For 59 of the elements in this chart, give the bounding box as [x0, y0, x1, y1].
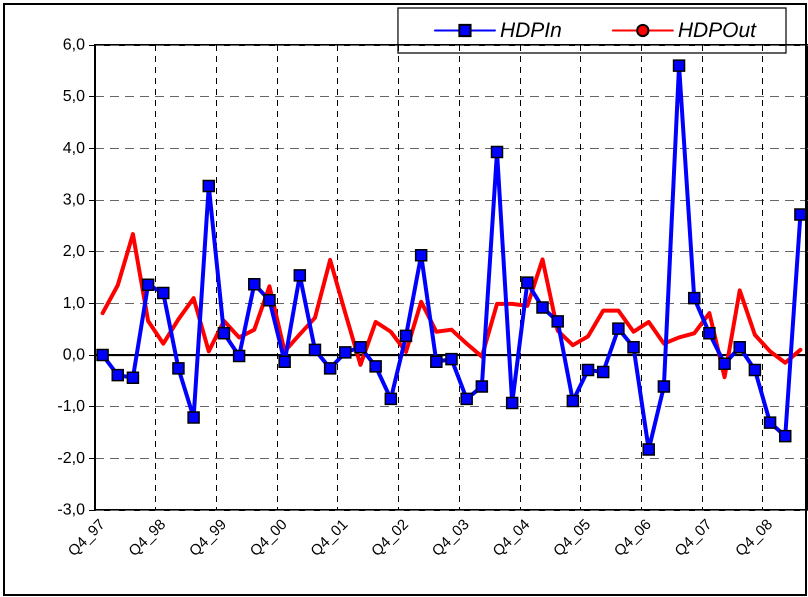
point	[202, 180, 216, 192]
point	[278, 355, 291, 368]
point	[294, 269, 306, 282]
point	[172, 362, 185, 375]
y-tick-label: 3,0	[62, 192, 86, 208]
point	[142, 278, 154, 291]
point	[506, 396, 518, 410]
point	[263, 294, 276, 306]
point	[672, 59, 686, 72]
point	[718, 358, 731, 370]
point	[324, 362, 336, 375]
legend-label: HDPIn	[500, 19, 562, 42]
point	[218, 327, 230, 340]
point	[248, 278, 261, 290]
point	[521, 276, 534, 289]
y-tick-label: 5,0	[62, 88, 86, 106]
point	[566, 394, 580, 408]
point	[369, 360, 382, 373]
point	[400, 330, 412, 342]
point	[445, 352, 458, 366]
line-series	[100, 232, 802, 380]
point	[339, 346, 352, 359]
point	[551, 315, 564, 328]
point	[126, 371, 140, 384]
point	[778, 430, 792, 442]
y-tick-label: 6,0	[62, 36, 86, 54]
point	[642, 443, 655, 456]
point	[232, 350, 246, 362]
point	[627, 341, 640, 354]
point	[748, 364, 762, 376]
point	[157, 286, 170, 300]
point	[476, 380, 488, 393]
point	[612, 322, 625, 335]
point	[460, 392, 473, 406]
point	[96, 348, 109, 362]
point	[733, 341, 746, 354]
point	[112, 368, 124, 382]
point	[384, 392, 398, 406]
y-tick-label: -1,0	[57, 398, 86, 416]
point	[308, 344, 322, 356]
point	[658, 380, 670, 393]
point	[187, 411, 200, 424]
point	[764, 416, 776, 429]
point	[490, 146, 504, 158]
y-tick-label: 2,0	[62, 243, 86, 260]
y-tick-label: -3,0	[57, 502, 86, 518]
point	[688, 292, 700, 304]
y-tick-label: 4,0	[62, 140, 86, 157]
point	[536, 301, 549, 314]
y-tick-label: 0,0	[62, 346, 86, 364]
point	[354, 341, 367, 354]
point	[430, 355, 443, 368]
point	[414, 249, 428, 262]
y-tick-label: -2,0	[57, 450, 86, 467]
y-tick-label: 1,0	[62, 294, 86, 312]
point	[703, 327, 716, 340]
point	[596, 366, 610, 378]
legend-label: HDPOut	[678, 19, 758, 42]
point	[582, 364, 594, 376]
